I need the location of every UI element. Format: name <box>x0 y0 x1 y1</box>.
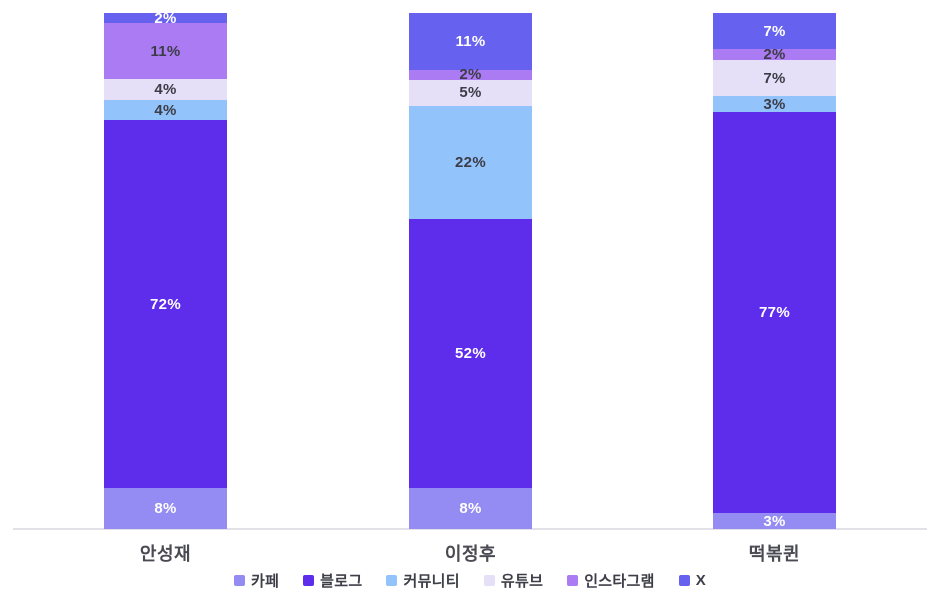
segment-value-label: 2% <box>459 66 482 84</box>
segment-value-label: 8% <box>154 499 177 517</box>
bar-segment: 72% <box>104 120 227 489</box>
bar-segment: 7% <box>713 13 836 50</box>
legend-label: 유튜브 <box>500 573 544 590</box>
segment-value-label: 72% <box>150 295 181 313</box>
bar-segment: 7% <box>713 59 836 97</box>
segment-value-label: 11% <box>455 32 486 50</box>
segment-value-label: 2% <box>763 46 786 64</box>
bar-segment: 2% <box>713 46 836 64</box>
bar-segment: 11% <box>104 23 227 80</box>
legend-label: 인스타그램 <box>584 573 655 590</box>
legend-swatch-icon <box>386 575 398 586</box>
legend-label: 커뮤니티 <box>403 573 460 590</box>
bar-segment: 8% <box>409 487 532 529</box>
legend-item: 블로그 <box>303 570 362 591</box>
legend-item: 인스타그램 <box>567 570 655 591</box>
legend-swatch-icon <box>303 575 315 586</box>
legend-label: 카페 <box>250 573 280 590</box>
legend-label: X <box>695 572 707 589</box>
bar-segment: 11% <box>409 13 532 70</box>
legend-item: X <box>678 572 707 589</box>
bar-segment: 4% <box>104 99 227 121</box>
x-axis-label: 이정후 <box>444 544 497 564</box>
legend-item: 카페 <box>233 570 280 591</box>
segment-value-label: 2% <box>154 9 177 27</box>
segment-value-label: 7% <box>763 69 786 87</box>
bar-segment: 77% <box>713 112 836 514</box>
legend-swatch-icon <box>233 575 245 586</box>
legend: 카페 블로그 커뮤니티 유튜브 인스타그램 X <box>0 570 940 591</box>
bar-segment: 52% <box>409 219 532 488</box>
x-axis-labels: 안성재 이정후 떡볶퀸 <box>0 540 940 564</box>
segment-value-label: 5% <box>459 84 482 102</box>
segment-value-label: 22% <box>455 154 486 172</box>
legend-swatch-icon <box>483 575 495 586</box>
bar-column-2: 11% 2% 5% 22% 52% 8% <box>409 13 532 529</box>
plot-area: 2% 11% 4% 4% 72% 8% 11% 2% 5% 22% 52% 8% 7% 2% 7% 3% 77%… <box>13 9 927 530</box>
segment-value-label: 4% <box>154 101 177 119</box>
bar-segment: 8% <box>104 488 227 529</box>
legend-swatch-icon <box>678 575 690 586</box>
bar-segment: 4% <box>104 79 227 100</box>
legend-item: 유튜브 <box>483 570 544 591</box>
x-axis-label: 떡볶퀸 <box>748 544 801 564</box>
segment-value-label: 3% <box>763 512 786 530</box>
bar-segment: 3% <box>713 95 836 113</box>
bar-segment: 2% <box>104 9 227 27</box>
bar-segment: 5% <box>409 80 532 106</box>
segment-value-label: 52% <box>455 345 486 363</box>
bar-column-1: 2% 11% 4% 4% 72% 8% <box>104 9 227 529</box>
segment-value-label: 11% <box>150 42 181 60</box>
segment-value-label: 8% <box>459 499 482 517</box>
bar-segment: 22% <box>409 105 532 220</box>
bar-segment: 2% <box>409 66 532 84</box>
bar-segment: 3% <box>713 513 836 529</box>
x-axis-line <box>13 528 927 530</box>
bar-column-3: 7% 2% 7% 3% 77% 3% <box>713 13 836 529</box>
segment-value-label: 77% <box>759 304 790 322</box>
x-axis-label: 안성재 <box>139 544 192 564</box>
segment-value-label: 7% <box>763 22 786 40</box>
segment-value-label: 3% <box>763 95 786 113</box>
legend-item: 커뮤니티 <box>386 570 460 591</box>
legend-label: 블로그 <box>320 573 363 590</box>
segment-value-label: 4% <box>154 81 177 99</box>
legend-swatch-icon <box>567 575 579 586</box>
